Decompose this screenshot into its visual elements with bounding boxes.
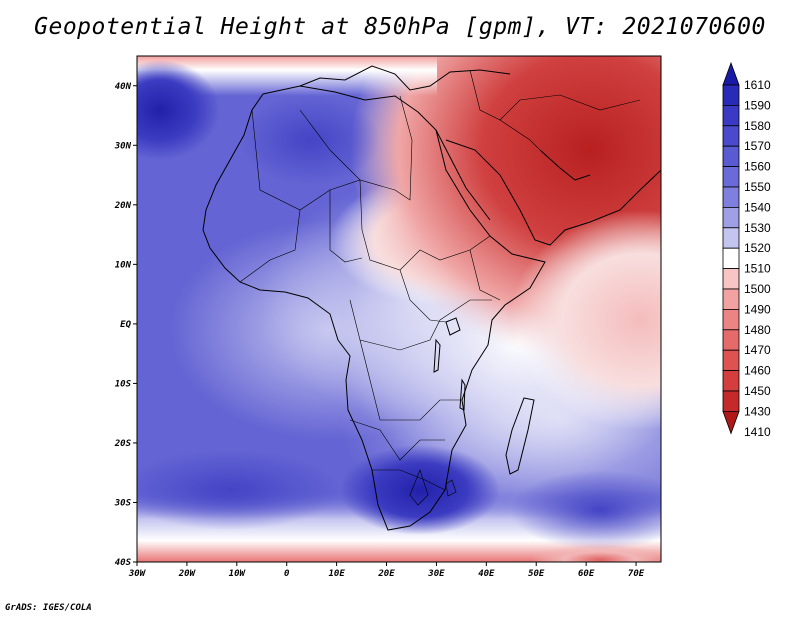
colorbar: 1610 1590 1580 1570 1560 1550 1540 1530 1520 1510…: [722, 61, 771, 439]
colorbar-label: 1500: [744, 282, 771, 296]
colorbar-segment: [722, 370, 740, 392]
x-tick-label: 60E: [578, 569, 595, 579]
colorbar-segment: [722, 247, 740, 269]
lake-malawi: [459, 378, 466, 411]
colorbar-label: 1460: [744, 364, 771, 378]
colorbar-label: 1530: [744, 221, 771, 235]
credit-text: GrADS: IGES/COLA: [5, 603, 92, 613]
lake-victoria: [445, 317, 461, 336]
y-tick-label: 20N: [114, 201, 132, 211]
x-tick-label: 10E: [328, 569, 345, 579]
colorbar-segment: [722, 125, 740, 147]
x-tick-label: 20E: [377, 569, 395, 579]
colorbar-label: 1470: [744, 343, 771, 357]
colorbar-segment: [722, 390, 740, 412]
x-tick-label: 40E: [478, 569, 495, 579]
y-tick-label: 30N: [114, 141, 132, 151]
map-title: Geopotential Height at 850hPa [gpm], VT:…: [34, 14, 766, 40]
red-sea-coastline: [435, 129, 491, 221]
x-tick-label: 50E: [528, 569, 545, 579]
x-tick-label: 70E: [628, 569, 645, 579]
colorbar-segment: [722, 268, 740, 290]
mediterranean-coastline: [299, 65, 511, 91]
y-tick-label: 40N: [115, 82, 132, 92]
colorbar-segment: [722, 288, 740, 310]
colorbar-segment: [722, 84, 740, 106]
colorbar-bottom-arrow: [722, 410, 740, 435]
colorbar-label: 1450: [744, 384, 771, 398]
colorbar-label: 1540: [744, 200, 771, 214]
colorbar-segment: [722, 145, 740, 167]
colorbar-label: 1570: [744, 139, 771, 153]
colorbar-segment: [722, 105, 740, 127]
colorbar-label: 1410: [744, 425, 771, 439]
height-field: [137, 56, 661, 562]
x-tick-label: 30E: [427, 569, 445, 579]
x-tick-label: 30W: [128, 569, 147, 579]
colorbar-segment: [722, 206, 740, 229]
y-tick-label: 30S: [114, 498, 132, 508]
colorbar-label: 1590: [744, 98, 771, 112]
y-tick-label: 10N: [115, 260, 132, 270]
country-borders: [239, 69, 641, 506]
coastlines: [202, 65, 661, 531]
colorbar-label: 1580: [744, 119, 771, 133]
x-tick-label: 10W: [229, 569, 247, 579]
lake-tanganyika: [433, 338, 441, 373]
colorbar-segment: [722, 349, 740, 372]
colorbar-label: 1610: [744, 78, 771, 92]
colorbar-label: 1430: [744, 404, 771, 418]
colorbar-label: 1520: [744, 241, 771, 255]
y-tick-label: 10S: [115, 379, 132, 389]
y-tick-label: EQ: [120, 320, 131, 330]
colorbar-label: 1480: [744, 323, 771, 337]
map-frame: [136, 55, 662, 563]
colorbar-top-arrow: [722, 61, 740, 86]
colorbar-segment: [722, 329, 740, 351]
colorbar-label: 1560: [744, 160, 771, 174]
x-tick-label: 0: [284, 569, 290, 579]
colorbar-label: 1490: [744, 302, 771, 316]
colorbar-label: 1550: [744, 180, 771, 194]
y-tick-label: 40S: [115, 558, 132, 568]
africa-coastline: [202, 85, 546, 531]
arabia-coastline: [445, 139, 661, 246]
colorbar-segment: [722, 227, 740, 249]
colorbar-label: 1510: [744, 262, 771, 276]
colorbar-segment: [722, 166, 740, 188]
madagascar-coastline: [505, 397, 535, 475]
colorbar-segment: [722, 308, 740, 331]
colorbar-segment: [722, 186, 740, 208]
y-tick-label: 20S: [114, 439, 132, 449]
x-tick-label: 20W: [178, 569, 197, 579]
gulf-coastline: [539, 149, 591, 181]
axes: 30W 20W 10W 0 10E 20E 30E 40E 50E 60E 70E 40N 30N 20N…: [114, 82, 645, 579]
